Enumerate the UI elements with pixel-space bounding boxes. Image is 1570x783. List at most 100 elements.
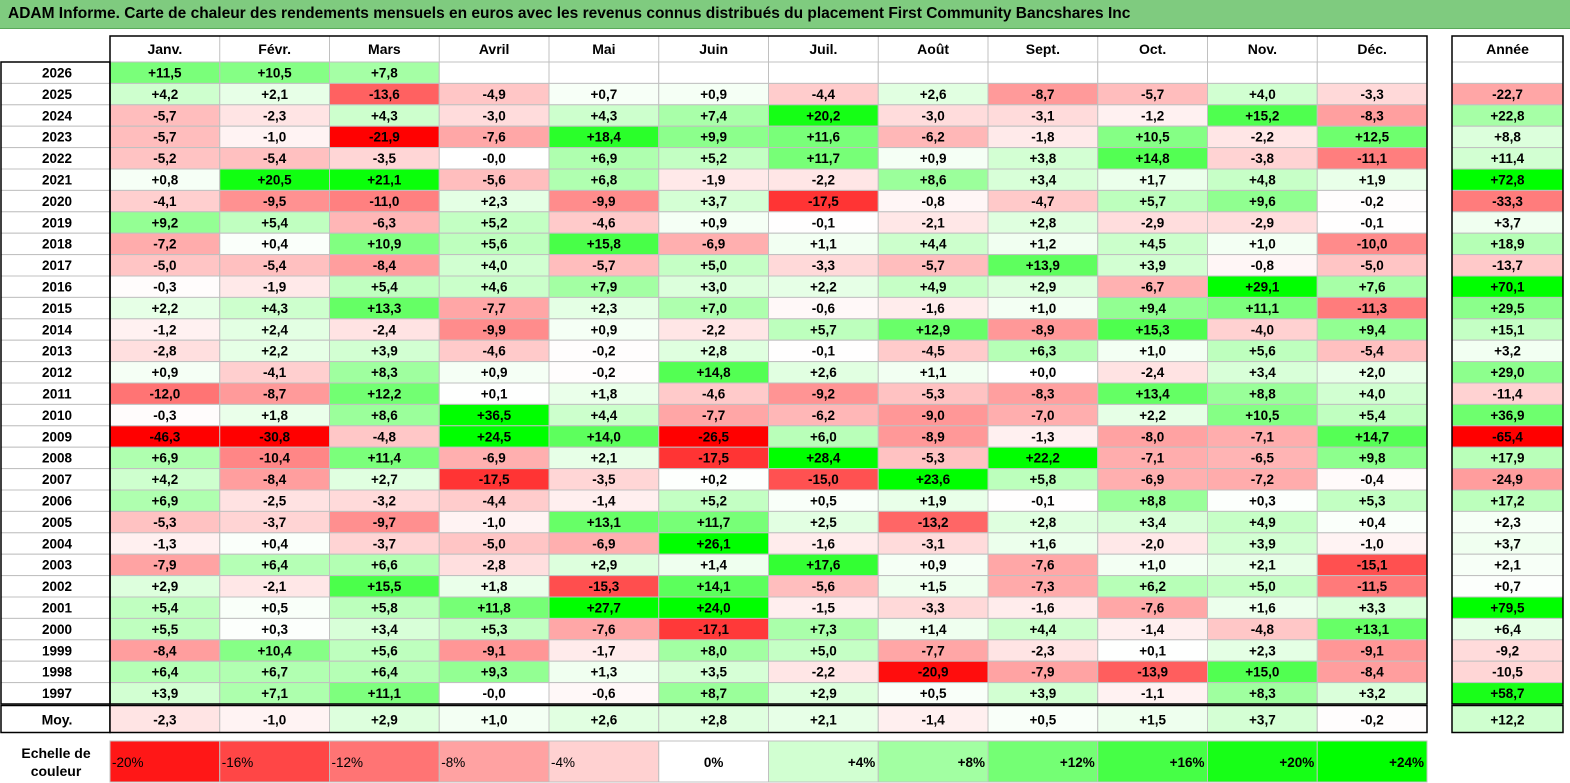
row-label: 2020 [42, 194, 72, 209]
scale-step-label: +16% [1170, 755, 1205, 770]
cell-value: +11,7 [697, 515, 730, 530]
cell-value: -5,7 [153, 108, 176, 123]
average-cell [109, 705, 221, 733]
cell-value: +8,0 [700, 643, 727, 658]
heat-cell [877, 61, 989, 84]
cell-value: -11,3 [1357, 301, 1388, 316]
heat-cell [1207, 61, 1318, 84]
cell-value: +1,5 [920, 579, 947, 594]
heat-cell [548, 61, 660, 84]
row-label: 2026 [42, 66, 73, 81]
scale-step-label: -16% [222, 755, 254, 770]
cell-value: +6,4 [371, 665, 398, 680]
row-label: 2000 [42, 622, 72, 637]
average-value: -0,2 [1360, 713, 1383, 728]
cell-value: -5,7 [153, 130, 176, 145]
cell-value: +6,0 [810, 429, 837, 444]
year-value: +36,9 [1490, 408, 1524, 423]
cell-value: +3,9 [1249, 536, 1276, 551]
cell-value: +3,7 [700, 194, 727, 209]
cell-value: +11,6 [807, 130, 841, 145]
cell-value: +1,4 [700, 558, 727, 573]
scale-swatch [329, 740, 440, 783]
average-year-value: +12,2 [1490, 713, 1524, 728]
cell-value: +1,6 [1249, 601, 1276, 616]
cell-value: -7,1 [1141, 451, 1165, 466]
cell-value: -3,1 [1031, 108, 1055, 123]
cell-value: +0,9 [591, 322, 618, 337]
cell-value: -1,6 [812, 536, 836, 551]
cell-value: +15,0 [1245, 665, 1279, 680]
cell-value: -5,2 [153, 151, 176, 166]
average-value: +2,9 [371, 713, 398, 728]
cell-value: -0,1 [812, 344, 836, 359]
year-value: +18,9 [1490, 237, 1524, 252]
scale-step-label: -8% [441, 755, 465, 770]
cell-value: -3,3 [1360, 87, 1384, 102]
cell-value: +6,6 [371, 558, 398, 573]
cell-value: -9,9 [592, 194, 615, 209]
cell-value: -0,1 [1031, 494, 1055, 509]
cell-value: -5,7 [592, 258, 615, 273]
cell-value: -2,2 [812, 173, 835, 188]
cell-value: +1,1 [920, 365, 947, 380]
cell-value: +5,4 [371, 280, 398, 295]
cell-value: -5,4 [263, 258, 287, 273]
scale-step-label: -4% [551, 755, 575, 770]
cell-value: +0,9 [920, 151, 947, 166]
cell-value: +0,2 [700, 472, 727, 487]
row-label: 2023 [42, 130, 73, 145]
month-header: Avril [479, 41, 510, 57]
cell-value: -8,7 [1031, 87, 1054, 102]
cell-value: -0,2 [592, 365, 615, 380]
cell-value: +8,8 [1249, 387, 1276, 402]
cell-value: +4,0 [481, 258, 508, 273]
cell-value: +5,8 [371, 601, 398, 616]
row-label: 1997 [42, 686, 72, 701]
cell-value: +7,9 [591, 280, 618, 295]
scale-step-label: +12% [1060, 755, 1095, 770]
cell-value: +4,3 [371, 108, 398, 123]
cell-value: +1,8 [481, 579, 508, 594]
cell-value: -1,6 [921, 301, 945, 316]
cell-value: +1,8 [261, 408, 288, 423]
year-value: +0,7 [1494, 579, 1521, 594]
cell-value: +9,3 [481, 665, 508, 680]
cell-value: -8,4 [373, 258, 397, 273]
cell-value: -4,8 [1251, 622, 1275, 637]
cell-value: +0,5 [920, 686, 947, 701]
cell-value: -1,2 [1141, 108, 1164, 123]
cell-value: +6,3 [1030, 344, 1057, 359]
year-value: +72,8 [1490, 173, 1525, 188]
cell-value: -8,4 [263, 472, 287, 487]
cell-value: +2,1 [591, 451, 618, 466]
cell-value: +3,5 [700, 665, 727, 680]
cell-value: +27,7 [587, 601, 621, 616]
cell-value: +11,4 [368, 451, 402, 466]
cell-value: +4,8 [1249, 173, 1276, 188]
cell-value: -1,2 [153, 322, 176, 337]
cell-value: +13,9 [1026, 258, 1060, 273]
average-value: +2,8 [700, 713, 727, 728]
average-value: -2,3 [153, 713, 177, 728]
cell-value: +3,9 [1030, 686, 1057, 701]
average-value: +0,5 [1030, 713, 1057, 728]
row-label: 2022 [42, 151, 72, 166]
average-cell [768, 705, 879, 733]
year-value: -24,9 [1492, 472, 1523, 487]
cell-value: -7,6 [1141, 601, 1165, 616]
cell-value: -12,0 [149, 387, 180, 402]
average-cell [219, 705, 330, 733]
cell-value: -5,0 [153, 258, 176, 273]
cell-value: -7,7 [921, 643, 944, 658]
cell-value: -7,9 [1031, 665, 1054, 680]
year-value: +22,8 [1490, 108, 1525, 123]
cell-value: -1,4 [1141, 622, 1165, 637]
scale-step-label: +4% [848, 755, 875, 770]
cell-value: +1,2 [1030, 237, 1057, 252]
label-frame [0, 61, 111, 705]
cell-value: +0,9 [700, 215, 727, 230]
cell-value: +3,8 [1030, 151, 1057, 166]
scale-step-label: 0% [704, 755, 724, 770]
cell-value: -17,1 [698, 622, 729, 637]
